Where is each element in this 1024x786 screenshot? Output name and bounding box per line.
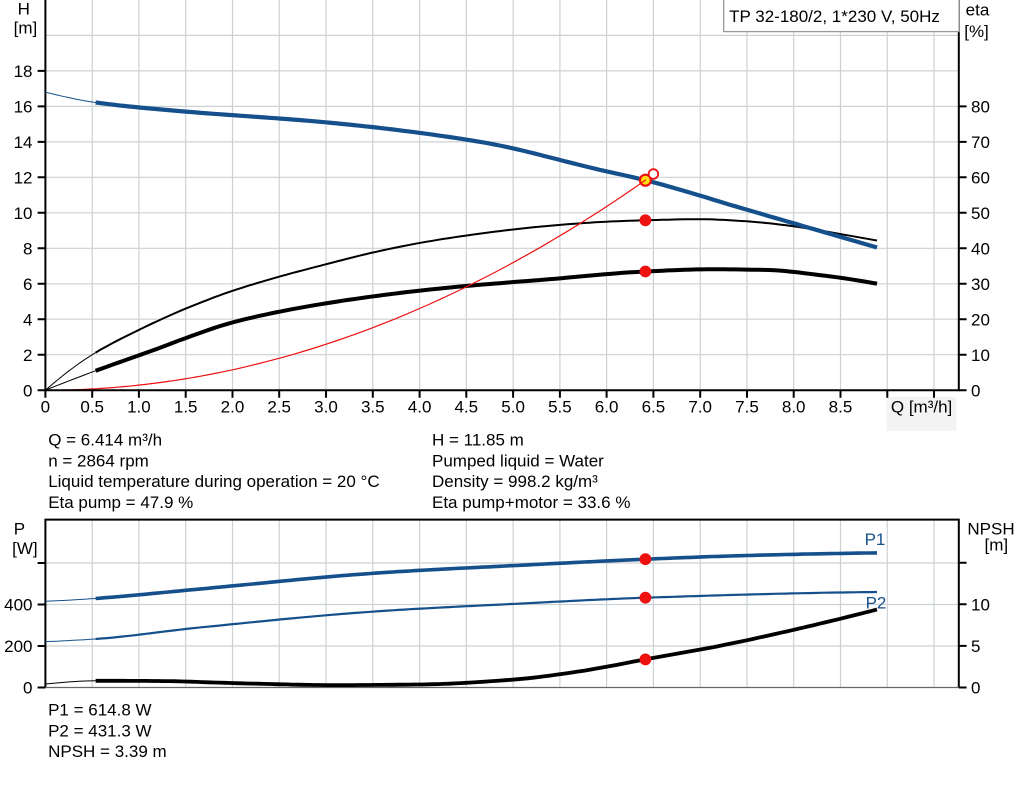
svg-text:3.0: 3.0: [314, 397, 338, 416]
svg-text:Pumped liquid = Water: Pumped liquid = Water: [432, 451, 604, 470]
svg-text:200: 200: [4, 637, 32, 656]
svg-text:6.0: 6.0: [595, 397, 619, 416]
svg-text:40: 40: [971, 240, 990, 259]
svg-text:P1: P1: [865, 530, 886, 549]
svg-text:H = 11.85 m: H = 11.85 m: [432, 431, 524, 450]
svg-text:5.5: 5.5: [548, 397, 572, 416]
svg-text:NPSH = 3.39 m: NPSH = 3.39 m: [48, 742, 167, 761]
svg-text:7.5: 7.5: [735, 397, 759, 416]
svg-text:Eta pump+motor = 33.6 %: Eta pump+motor = 33.6 %: [432, 493, 630, 512]
svg-text:12: 12: [14, 169, 33, 188]
svg-text:Q = 6.414 m³/h: Q = 6.414 m³/h: [48, 431, 162, 450]
svg-text:6: 6: [23, 275, 32, 294]
svg-text:10: 10: [971, 596, 990, 615]
svg-text:4.0: 4.0: [408, 397, 432, 416]
svg-text:60: 60: [971, 169, 990, 188]
svg-text:30: 30: [971, 275, 990, 294]
svg-text:16: 16: [14, 98, 33, 117]
svg-text:eta: eta: [966, 0, 990, 19]
svg-text:P: P: [14, 519, 25, 538]
svg-text:8.0: 8.0: [782, 397, 806, 416]
svg-text:6.5: 6.5: [642, 397, 666, 416]
svg-text:5.0: 5.0: [501, 397, 525, 416]
svg-text:Liquid temperature during oper: Liquid temperature during operation = 20…: [48, 472, 379, 491]
svg-text:0.5: 0.5: [80, 397, 104, 416]
svg-text:H: H: [18, 0, 30, 18]
svg-text:8: 8: [23, 240, 32, 259]
svg-text:Eta pump = 47.9 %: Eta pump = 47.9 %: [48, 493, 193, 512]
svg-text:NPSH: NPSH: [967, 519, 1014, 538]
svg-text:5: 5: [971, 637, 980, 656]
svg-text:Density = 998.2 kg/m³: Density = 998.2 kg/m³: [432, 472, 598, 491]
svg-text:18: 18: [14, 62, 33, 81]
svg-text:Q [m³/h]: Q [m³/h]: [891, 397, 952, 416]
svg-text:P2 = 431.3 W: P2 = 431.3 W: [48, 721, 151, 740]
svg-text:4.5: 4.5: [454, 397, 478, 416]
svg-text:14: 14: [14, 133, 33, 152]
svg-text:2: 2: [23, 346, 32, 365]
svg-text:0: 0: [971, 679, 980, 698]
svg-text:10: 10: [971, 346, 990, 365]
svg-text:400: 400: [4, 596, 32, 615]
svg-text:P2: P2: [866, 594, 887, 613]
svg-text:4: 4: [23, 310, 32, 329]
svg-text:P1 = 614.8 W: P1 = 614.8 W: [48, 701, 151, 720]
svg-text:TP 32-180/2, 1*230 V, 50Hz: TP 32-180/2, 1*230 V, 50Hz: [729, 7, 940, 26]
svg-text:0: 0: [41, 397, 50, 416]
svg-text:n = 2864 rpm: n = 2864 rpm: [48, 451, 149, 470]
svg-text:[W]: [W]: [12, 539, 38, 558]
svg-text:70: 70: [971, 133, 990, 152]
svg-text:20: 20: [971, 310, 990, 329]
svg-text:0: 0: [23, 381, 32, 400]
svg-text:1.5: 1.5: [174, 397, 198, 416]
svg-text:3.5: 3.5: [361, 397, 385, 416]
svg-text:1.0: 1.0: [127, 397, 151, 416]
svg-text:2.0: 2.0: [221, 397, 245, 416]
svg-text:0: 0: [23, 679, 32, 698]
svg-text:10: 10: [14, 204, 33, 223]
svg-text:2.5: 2.5: [267, 397, 291, 416]
svg-text:8.5: 8.5: [829, 397, 853, 416]
svg-text:0: 0: [971, 381, 980, 400]
svg-text:[%]: [%]: [964, 22, 989, 41]
svg-text:80: 80: [971, 98, 990, 117]
svg-text:[m]: [m]: [984, 535, 1008, 554]
svg-text:[m]: [m]: [14, 19, 38, 38]
svg-text:50: 50: [971, 204, 990, 223]
svg-text:7.0: 7.0: [688, 397, 712, 416]
